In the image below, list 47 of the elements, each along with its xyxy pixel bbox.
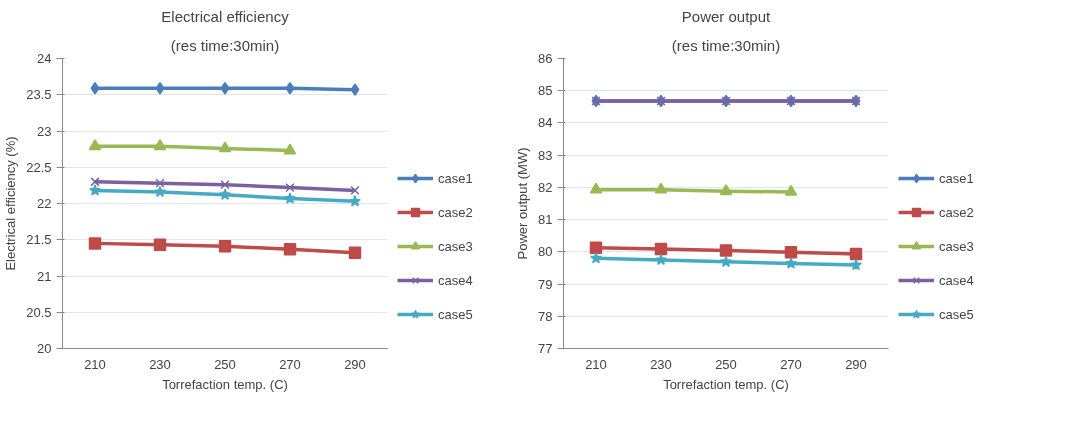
y-tick-label: 82 [538,179,553,195]
y-tick-label: 23.5 [26,87,52,103]
x-tick-label: 250 [715,356,737,372]
legend-label: case2 [939,204,974,220]
y-tick-label: 86 [538,51,553,66]
x-tick-label: 210 [84,356,106,372]
y-tick-label: 77 [538,341,553,356]
y-tick-label: 80 [538,244,553,260]
x-tick-label: 210 [585,356,607,372]
x-tick-label: 230 [650,356,672,372]
chart-subtitle: (res time:30min) [671,36,781,54]
y-tick-label: 81 [538,212,553,228]
x-axis-title: Torrefaction temp. (C) [663,376,789,392]
y-tick-label: 83 [538,147,553,163]
chart-title: Electrical efficiency [161,7,290,25]
y-tick-label: 20 [37,341,52,356]
legend-label: case4 [939,272,974,288]
y-tick-label: 84 [538,115,553,131]
y-tick-label: 21 [37,268,52,284]
x-tick-label: 230 [149,356,171,372]
y-tick-label: 85 [538,83,553,99]
legend-label: case4 [438,272,473,288]
y-tick-label: 22.5 [26,159,52,175]
x-tick-label: 270 [780,356,802,372]
y-tick-label: 79 [538,276,553,292]
legend-label: case5 [939,306,974,322]
y-tick-label: 20.5 [26,304,52,320]
x-tick-label: 290 [845,356,867,372]
y-tick-label: 23 [37,123,52,139]
x-axis-title: Torrefaction temp. (C) [162,376,288,392]
legend-label: case3 [438,238,473,254]
legend-label: case3 [939,238,974,254]
x-tick-label: 270 [279,356,301,372]
legend-label: case1 [438,170,473,186]
y-tick-label: 21.5 [26,232,52,248]
x-tick-label: 250 [214,356,236,372]
legend-label: case5 [438,306,473,322]
legend-label: case2 [438,204,473,220]
y-tick-label: 24 [37,51,52,66]
chart-subtitle: (res time:30min) [170,36,280,54]
chart-title: Power output [681,7,772,25]
y-tick-label: 22 [37,196,52,211]
y-axis-title: Electrical efficiency (%) [3,136,19,271]
y-axis-title: Power output (MW) [515,147,531,260]
y-tick-label: 78 [538,308,553,324]
x-tick-label: 290 [344,356,366,372]
legend-label: case1 [939,170,974,186]
